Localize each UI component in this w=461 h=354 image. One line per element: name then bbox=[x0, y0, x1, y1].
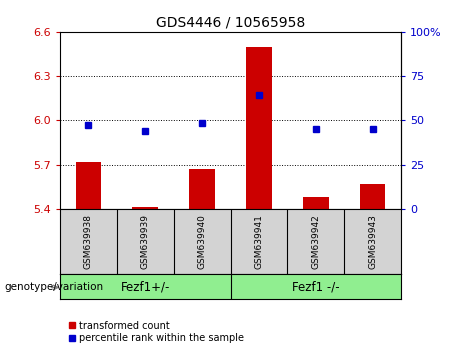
Title: GDS4446 / 10565958: GDS4446 / 10565958 bbox=[156, 15, 305, 29]
Bar bbox=[76, 162, 101, 209]
Bar bbox=[246, 47, 272, 209]
Legend: transformed count, percentile rank within the sample: transformed count, percentile rank withi… bbox=[65, 317, 248, 347]
Bar bbox=[303, 197, 329, 209]
Bar bbox=[132, 207, 158, 209]
Bar bbox=[189, 169, 215, 209]
Text: GSM639942: GSM639942 bbox=[311, 214, 320, 269]
Text: Fezf1 -/-: Fezf1 -/- bbox=[292, 280, 340, 293]
Text: GSM639941: GSM639941 bbox=[254, 214, 263, 269]
Text: GSM639939: GSM639939 bbox=[141, 214, 150, 269]
Text: GSM639943: GSM639943 bbox=[368, 214, 377, 269]
Text: GSM639940: GSM639940 bbox=[198, 214, 207, 269]
Text: Fezf1+/-: Fezf1+/- bbox=[120, 280, 170, 293]
Text: genotype/variation: genotype/variation bbox=[5, 282, 104, 292]
Text: GSM639938: GSM639938 bbox=[84, 214, 93, 269]
Bar bbox=[360, 184, 385, 209]
